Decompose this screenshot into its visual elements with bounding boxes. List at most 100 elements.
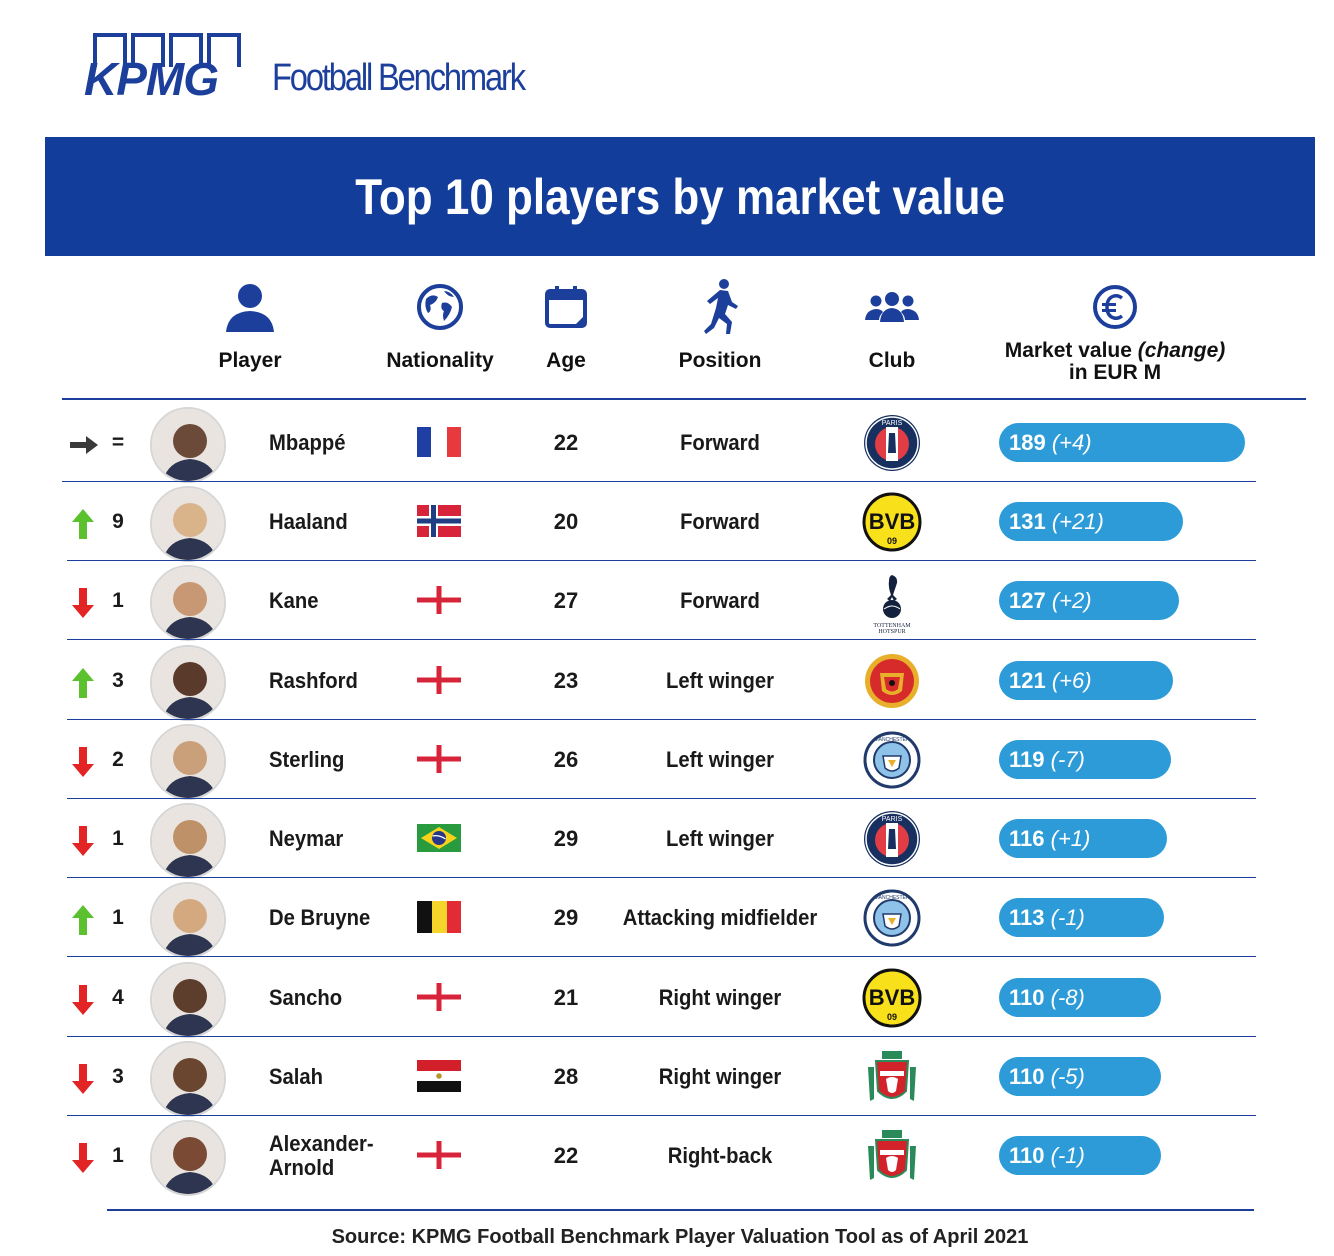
- rank-change: =: [111, 431, 125, 454]
- table-row: 1 Kane 27 Forward TOTTENHAM HOTSPUR 127 (…: [0, 561, 1334, 641]
- flag-england-icon: [417, 981, 461, 1013]
- liverpool-crest-icon: [862, 1047, 922, 1107]
- euro-icon: [990, 276, 1240, 338]
- flag-norway-icon: [417, 505, 461, 537]
- table-row: 1 De Bruyne 29 Attacking midfielder MANC…: [0, 878, 1334, 958]
- player-photo: [150, 803, 226, 879]
- person-icon: [190, 276, 310, 338]
- trend-down-icon: [68, 1142, 98, 1174]
- table-row: = Mbappé 22 Forward PARIS 189 (+4): [0, 403, 1334, 483]
- player-name: Sancho: [269, 984, 343, 1010]
- flag-england-icon: [417, 1139, 461, 1171]
- player-age: 20: [553, 509, 579, 534]
- rank-change: 4: [112, 986, 124, 1009]
- market-value-change: (+1): [1050, 826, 1091, 851]
- player-position: Right winger: [658, 985, 782, 1010]
- trend-up-icon: [68, 904, 98, 936]
- market-value-change: (-1): [1050, 1143, 1085, 1168]
- title-banner: Top 10 players by market value: [45, 137, 1315, 256]
- svg-text:TOTTENHAM: TOTTENHAM: [873, 623, 911, 629]
- header-age: Age: [526, 276, 606, 372]
- player-position: Right-back: [667, 1143, 773, 1168]
- player-position: Attacking midfielder: [622, 905, 818, 930]
- market-value-bar: 116 (+1): [999, 819, 1168, 858]
- player-age: 22: [553, 1143, 579, 1168]
- header-nationality: Nationality: [370, 276, 510, 372]
- market-value: 131: [1009, 509, 1046, 534]
- trend-same-icon: [68, 429, 98, 461]
- market-value-change: (-7): [1050, 747, 1085, 772]
- man-city-crest-icon: MANCHESTER: [862, 888, 922, 948]
- bvb-crest-icon: BVB 09: [862, 968, 922, 1028]
- player-name: Alexander- Arnold: [269, 1116, 374, 1195]
- trend-down-icon: [68, 1063, 98, 1095]
- market-value-change: (+4): [1051, 430, 1092, 455]
- market-value-bar: 110 (-8): [999, 978, 1161, 1017]
- row-divider: [67, 559, 1256, 561]
- table-row: 3 Rashford 23 Left winger 121 (+6): [0, 641, 1334, 721]
- player-photo: [150, 1120, 226, 1196]
- player-position: Left winger: [666, 747, 774, 772]
- rank-change: 9: [112, 510, 124, 533]
- calendar-icon: [526, 276, 606, 338]
- svg-text:PARIS: PARIS: [882, 420, 903, 427]
- row-divider: [67, 1035, 1256, 1037]
- globe-icon: [370, 276, 510, 338]
- row-divider: [67, 955, 1256, 957]
- rank-change: 3: [112, 669, 124, 692]
- player-age: 21: [553, 985, 579, 1010]
- rank-change: 3: [112, 1065, 124, 1088]
- player-position: Forward: [680, 509, 760, 534]
- flag-brazil-icon: [417, 822, 461, 854]
- header-divider: [62, 398, 1306, 400]
- market-value: 110: [1009, 1064, 1045, 1089]
- product-name: Football Benchmark: [272, 57, 526, 99]
- rank-change: 1: [112, 906, 124, 929]
- psg-crest-icon: PARIS: [862, 809, 922, 869]
- row-divider: [67, 876, 1256, 878]
- player-age: 27: [553, 588, 579, 613]
- rank-change: 1: [112, 827, 124, 850]
- svg-text:BVB: BVB: [869, 509, 915, 534]
- row-divider: [67, 1114, 1256, 1116]
- player-name: Kane: [269, 587, 319, 613]
- running-player-icon: [650, 276, 790, 338]
- player-photo: [150, 724, 226, 800]
- player-name: Sterling: [269, 746, 345, 772]
- svg-text:09: 09: [887, 536, 897, 546]
- liverpool-crest-icon: [862, 1126, 922, 1186]
- man-united-crest-icon: [862, 651, 922, 711]
- market-value-bar: 113 (-1): [999, 898, 1165, 937]
- source-note: Source: KPMG Football Benchmark Player V…: [331, 1226, 1029, 1248]
- table-row: 2 Sterling 26 Left winger MANCHESTER 119…: [0, 720, 1334, 800]
- market-value-bar: 127 (+2): [999, 581, 1180, 620]
- bottom-divider: [107, 1209, 1254, 1211]
- market-value-bar: 110 (-5): [999, 1057, 1161, 1096]
- player-name: Mbappé: [269, 429, 346, 455]
- table-row: 9 Haaland 20 Forward BVB 09 131 (+21): [0, 482, 1334, 562]
- player-photo: [150, 645, 226, 721]
- row-divider: [67, 638, 1256, 640]
- row-divider: [62, 480, 1256, 482]
- svg-text:MANCHESTER: MANCHESTER: [874, 895, 909, 901]
- svg-text:HOTSPUR: HOTSPUR: [878, 629, 905, 635]
- table-row: 3 Salah 28 Right winger 110 (-5): [0, 1037, 1334, 1117]
- market-value: 116: [1009, 826, 1045, 851]
- market-value-change: (+21): [1051, 509, 1104, 534]
- flag-england-icon: [417, 664, 461, 696]
- flag-belgium-icon: [417, 901, 461, 933]
- header-player: Player: [190, 276, 310, 372]
- svg-text:09: 09: [887, 1012, 897, 1022]
- market-value: 127: [1009, 588, 1046, 613]
- player-age: 29: [553, 905, 579, 930]
- trend-down-icon: [68, 746, 98, 778]
- flag-england-icon: [417, 584, 461, 616]
- player-name: Haaland: [269, 508, 348, 534]
- flag-egypt-icon: [417, 1060, 461, 1092]
- player-name: De Bruyne: [269, 904, 371, 930]
- row-divider: [67, 797, 1256, 799]
- player-position: Right winger: [658, 1064, 782, 1089]
- rank-change: 1: [112, 589, 124, 612]
- player-position: Left winger: [666, 826, 774, 851]
- kpmg-logo-boxes: [93, 33, 243, 67]
